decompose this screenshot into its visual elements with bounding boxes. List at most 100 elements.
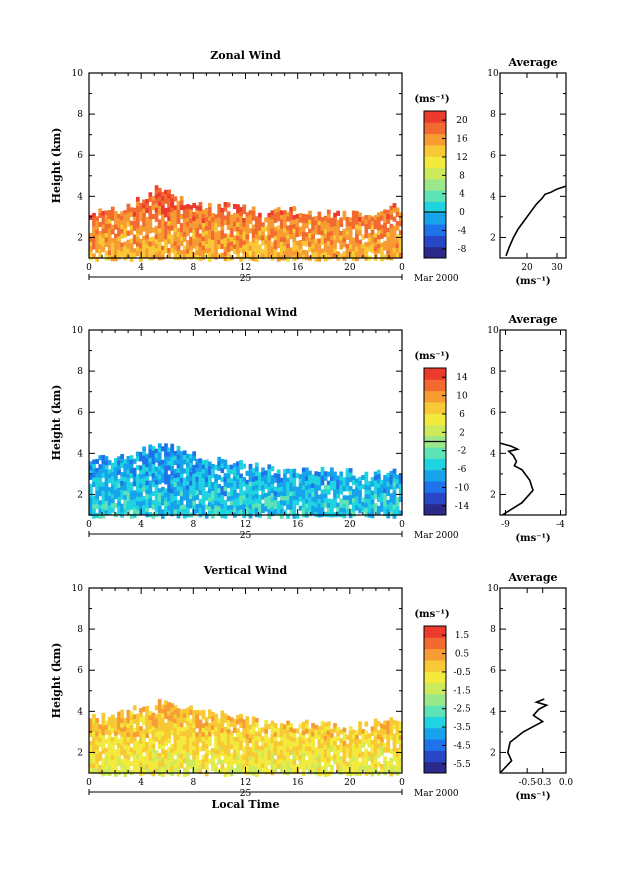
heatmap-cell (361, 756, 366, 762)
heatmap-cell (308, 497, 312, 503)
heatmap-cell (392, 742, 397, 748)
heatmap-cell (295, 213, 300, 220)
heatmap-cell (392, 491, 397, 497)
heatmap-cell (264, 733, 269, 739)
heatmap-cell (395, 479, 400, 485)
heatmap-cell (261, 481, 265, 487)
heatmap-cell (220, 490, 225, 496)
heatmap-cell (164, 731, 168, 737)
heatmap-cell (254, 722, 259, 728)
heatmap-cell (192, 487, 197, 493)
heatmap-cell (192, 451, 197, 457)
heatmap-cell (107, 210, 112, 216)
colorbar-swatch (424, 167, 446, 180)
heatmap-cell (173, 205, 178, 211)
heatmap-cell (358, 485, 362, 491)
heatmap-cell (120, 709, 125, 715)
heatmap-cell (211, 761, 215, 767)
heatmap-cell (167, 501, 171, 507)
heatmap-cell (98, 248, 103, 255)
heatmap-cell (398, 735, 403, 741)
heatmap-cell (110, 755, 115, 761)
heatmap-cell (164, 243, 168, 249)
heatmap-cell (114, 220, 118, 226)
heatmap-cell (226, 760, 231, 766)
heatmap-cell (251, 504, 256, 510)
heatmap-cell (286, 468, 290, 474)
heatmap-cell (98, 513, 103, 519)
heatmap-cell (276, 487, 281, 493)
heatmap-cell (364, 219, 369, 225)
heatmap-cell (326, 761, 331, 768)
heatmap-cell (320, 493, 325, 499)
heatmap-cell (114, 471, 118, 477)
heatmap-cell (220, 476, 225, 483)
heatmap-cell (173, 209, 178, 215)
heatmap-cell (132, 745, 137, 751)
heatmap-cell (117, 496, 121, 502)
heatmap-cell (267, 482, 272, 488)
heatmap-cell (160, 509, 165, 515)
heatmap-cell (358, 508, 362, 514)
heatmap-cell (217, 723, 222, 729)
heatmap-cell (251, 752, 256, 758)
heatmap-cell (207, 758, 212, 765)
heatmap-cell (189, 236, 193, 242)
heatmap-cell (110, 768, 115, 774)
heatmap-cell (398, 766, 403, 772)
heatmap-cell (380, 242, 384, 248)
heatmap-cell (92, 481, 96, 488)
heatmap-cell (223, 459, 228, 465)
heatmap-cell (283, 246, 287, 252)
heatmap-cell (232, 221, 237, 228)
heatmap-cell (289, 211, 294, 217)
heatmap-cell (342, 210, 347, 216)
heatmap-cell (386, 214, 391, 220)
profile-y-tick-label: 8 (490, 110, 496, 120)
heatmap-cell (139, 771, 143, 777)
heatmap-cell (355, 761, 359, 767)
heatmap-cell (214, 740, 218, 746)
heatmap-cell (170, 488, 175, 494)
heatmap-cell (395, 483, 400, 489)
heatmap-cell (135, 237, 140, 243)
heatmap-cell (126, 736, 131, 743)
heatmap-cell (145, 226, 150, 232)
heatmap-cell (223, 758, 228, 764)
heatmap-cell (160, 227, 165, 233)
heatmap-cell (135, 718, 140, 724)
heatmap-cell (123, 726, 128, 732)
heatmap-cell (333, 503, 337, 509)
heatmap-cell (336, 745, 340, 751)
heatmap-cell (242, 477, 247, 483)
heatmap-cell (376, 478, 381, 484)
heatmap-cell (214, 731, 218, 737)
profile-x-label: (ms⁻¹) (515, 791, 550, 802)
heatmap-cell (311, 252, 315, 258)
heatmap-cell (151, 771, 156, 777)
heatmap-cell (189, 205, 193, 211)
heatmap-cell (279, 237, 284, 243)
heatmap-cell (164, 510, 168, 516)
heatmap-cell (295, 222, 300, 229)
heatmap-cell (89, 232, 93, 238)
heatmap-cell (292, 755, 297, 761)
heatmap-cell (239, 460, 243, 466)
colorbar-unit: (ms⁻¹) (414, 351, 449, 362)
heatmap-cell (104, 496, 109, 502)
heatmap-cell (392, 769, 397, 775)
heatmap-cell (201, 723, 206, 729)
heatmap-cell (314, 238, 319, 244)
heatmap-cell (139, 496, 143, 502)
heatmap-cell (370, 513, 375, 519)
heatmap-cell (182, 223, 187, 229)
heatmap-cell (89, 754, 93, 760)
heatmap-cell (223, 477, 228, 483)
heatmap-cell (157, 739, 162, 745)
heatmap-cell (251, 206, 256, 212)
heatmap-cell (123, 219, 128, 225)
heatmap-cell (330, 249, 334, 255)
heatmap-cell (107, 496, 112, 502)
heatmap-cell (223, 744, 228, 751)
heatmap-cell (151, 473, 156, 479)
